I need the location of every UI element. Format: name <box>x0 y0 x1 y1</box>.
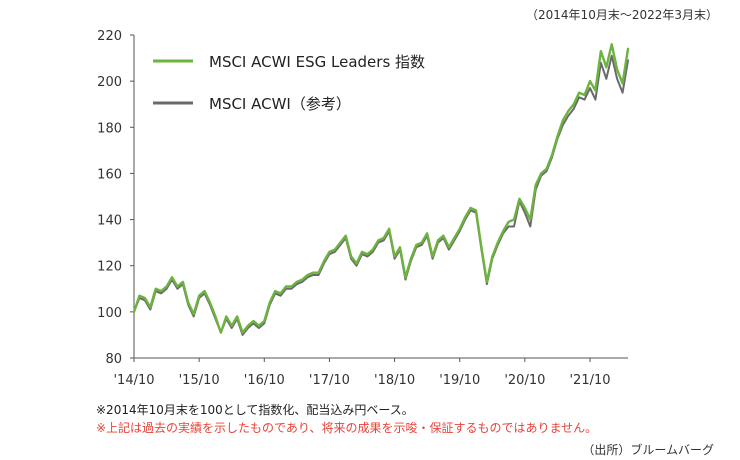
legend: MSCI ACWI ESG Leaders 指数 MSCI ACWI（参考） <box>153 53 425 113</box>
x-tick-label: '16/10 <box>244 373 285 388</box>
y-tick-label: 140 <box>97 214 122 229</box>
x-tick-label: '20/10 <box>504 373 545 388</box>
footnote-disclaimer: ※上記は過去の実績を示したものであり、将来の成果を示唆・保証するものではありませ… <box>96 421 598 435</box>
y-tick-label: 200 <box>97 75 122 90</box>
x-tick-label: '19/10 <box>439 373 480 388</box>
footnote-indexing: ※2014年10月末を100として指数化、配当込み円ベース。 <box>96 403 414 417</box>
axes: 80 100 120 140 160 180 200 220 '14/10 '15/10 '16/1… <box>97 29 628 388</box>
x-tick-label: '14/10 <box>113 373 154 388</box>
y-tick-label: 220 <box>97 29 122 44</box>
source-note: （出所）ブルームバーグ <box>582 443 714 457</box>
y-tick-label: 80 <box>105 352 122 367</box>
period-note: （2014年10月末～2022年3月末） <box>526 8 718 22</box>
y-tick-label: 120 <box>97 260 122 275</box>
y-tick-label: 180 <box>97 121 122 136</box>
legend-entry-esg-leaders-label: MSCI ACWI ESG Leaders 指数 <box>209 53 425 71</box>
x-tick-label: '17/10 <box>309 373 350 388</box>
x-tick-label: '18/10 <box>374 373 415 388</box>
series-lines <box>132 43 630 336</box>
x-tick-label: '21/10 <box>569 373 610 388</box>
legend-entry-acwi-label: MSCI ACWI（参考） <box>209 95 351 113</box>
y-tick-label: 160 <box>97 167 122 182</box>
y-tick-label: 100 <box>97 306 122 321</box>
series-line-esg-leaders <box>132 43 630 334</box>
x-tick-label: '15/10 <box>179 373 220 388</box>
